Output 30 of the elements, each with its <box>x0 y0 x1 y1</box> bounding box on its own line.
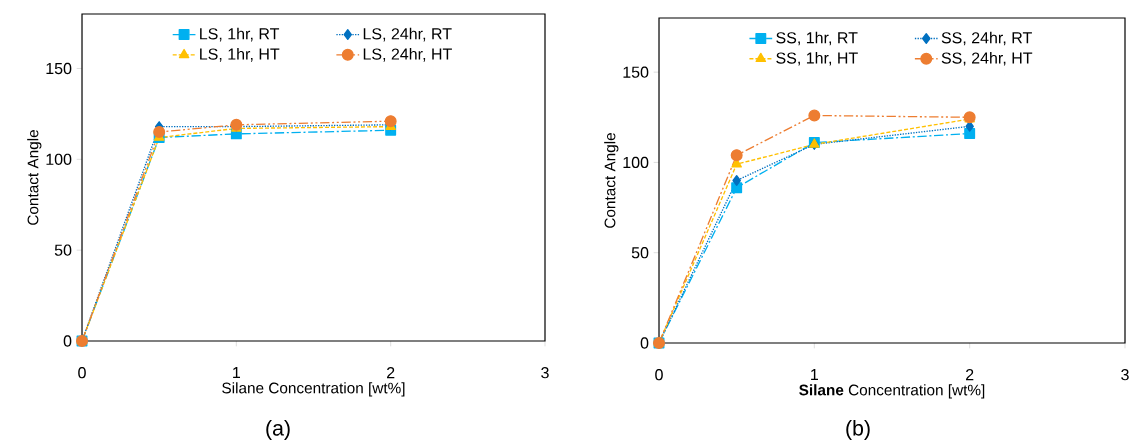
y-tick-label: 50 <box>54 244 72 256</box>
y-axis-title: Contact Angle <box>604 133 619 228</box>
y-tick-label: 100 <box>623 156 649 169</box>
x-tick-label: 1 <box>233 367 241 379</box>
x-tick-label: 0 <box>78 367 86 379</box>
legend-label: SS, 24hr, RT <box>941 31 1032 46</box>
x-tick-label: 1 <box>811 369 818 381</box>
y-tick-label: 150 <box>46 62 72 75</box>
y-tick-label: 100 <box>46 153 72 165</box>
x-tick-label: 3 <box>1121 369 1129 381</box>
x-tick-label: 2 <box>387 367 395 379</box>
x-tick-label: 2 <box>966 369 974 381</box>
legend-label: SS, 1hr, HT <box>776 51 858 66</box>
legend-label: LS, 1hr, HT <box>200 48 280 62</box>
y-tick-label: 0 <box>640 337 649 349</box>
x-tick-label: 3 <box>541 367 549 379</box>
legend-label: LS, 1hr, RT <box>200 27 280 42</box>
y-tick-label: 0 <box>63 335 72 347</box>
legend-label: LS, 24hr, HT <box>363 48 452 62</box>
y-tick-label: 50 <box>631 247 649 259</box>
y-tick-label: 150 <box>623 66 649 78</box>
text: (b) <box>846 420 870 440</box>
legend-label: SS, 1hr, RT <box>776 31 858 46</box>
text: (a) <box>266 420 290 440</box>
y-axis-title: Contact Angle <box>27 130 42 225</box>
x-axis-title: Silane Concentration [wt%] <box>799 384 985 399</box>
x-tick-label: 0 <box>655 369 663 381</box>
legend-label: SS, 24hr, HT <box>941 51 1033 66</box>
legend-label: LS, 24hr, RT <box>363 27 452 42</box>
x-axis-title: Silane Concentration [wt%] <box>222 382 405 397</box>
